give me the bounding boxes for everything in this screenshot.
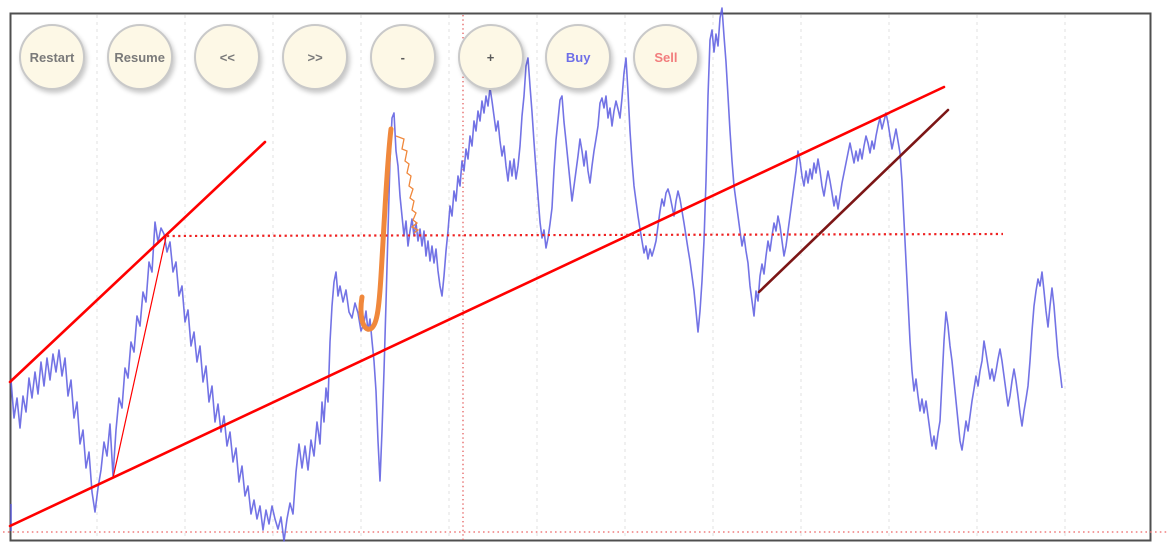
button-label: Resume: [114, 49, 165, 65]
forward-button[interactable]: >>: [282, 24, 349, 90]
button-label: <<: [219, 49, 235, 65]
button-label: >>: [307, 49, 323, 65]
button-label: -: [400, 49, 405, 65]
dark-red-trendline: [757, 108, 950, 294]
orange-zigzag-line: [395, 135, 420, 234]
price-line: [10, 7, 1063, 542]
steep-thin-line: [112, 236, 167, 479]
zoom-out-button[interactable]: -: [369, 24, 436, 90]
button-label: Sell: [654, 49, 678, 65]
sell-button[interactable]: Sell: [632, 24, 699, 90]
buy-button[interactable]: Buy: [545, 24, 612, 90]
button-label: +: [486, 49, 495, 65]
restart-button[interactable]: Restart: [19, 24, 85, 90]
orange-hook-curve: [358, 126, 394, 332]
long-support-trendline: [8, 85, 946, 528]
chart-border: [9, 12, 1152, 542]
rewind-button[interactable]: <<: [194, 24, 261, 90]
resume-button[interactable]: Resume: [106, 24, 173, 90]
zoom-in-button[interactable]: +: [457, 24, 524, 90]
button-label: Restart: [29, 49, 75, 65]
button-label: Buy: [565, 49, 591, 65]
resistance-level-dotted: [166, 232, 1004, 238]
upper-left-trendline: [8, 140, 267, 384]
